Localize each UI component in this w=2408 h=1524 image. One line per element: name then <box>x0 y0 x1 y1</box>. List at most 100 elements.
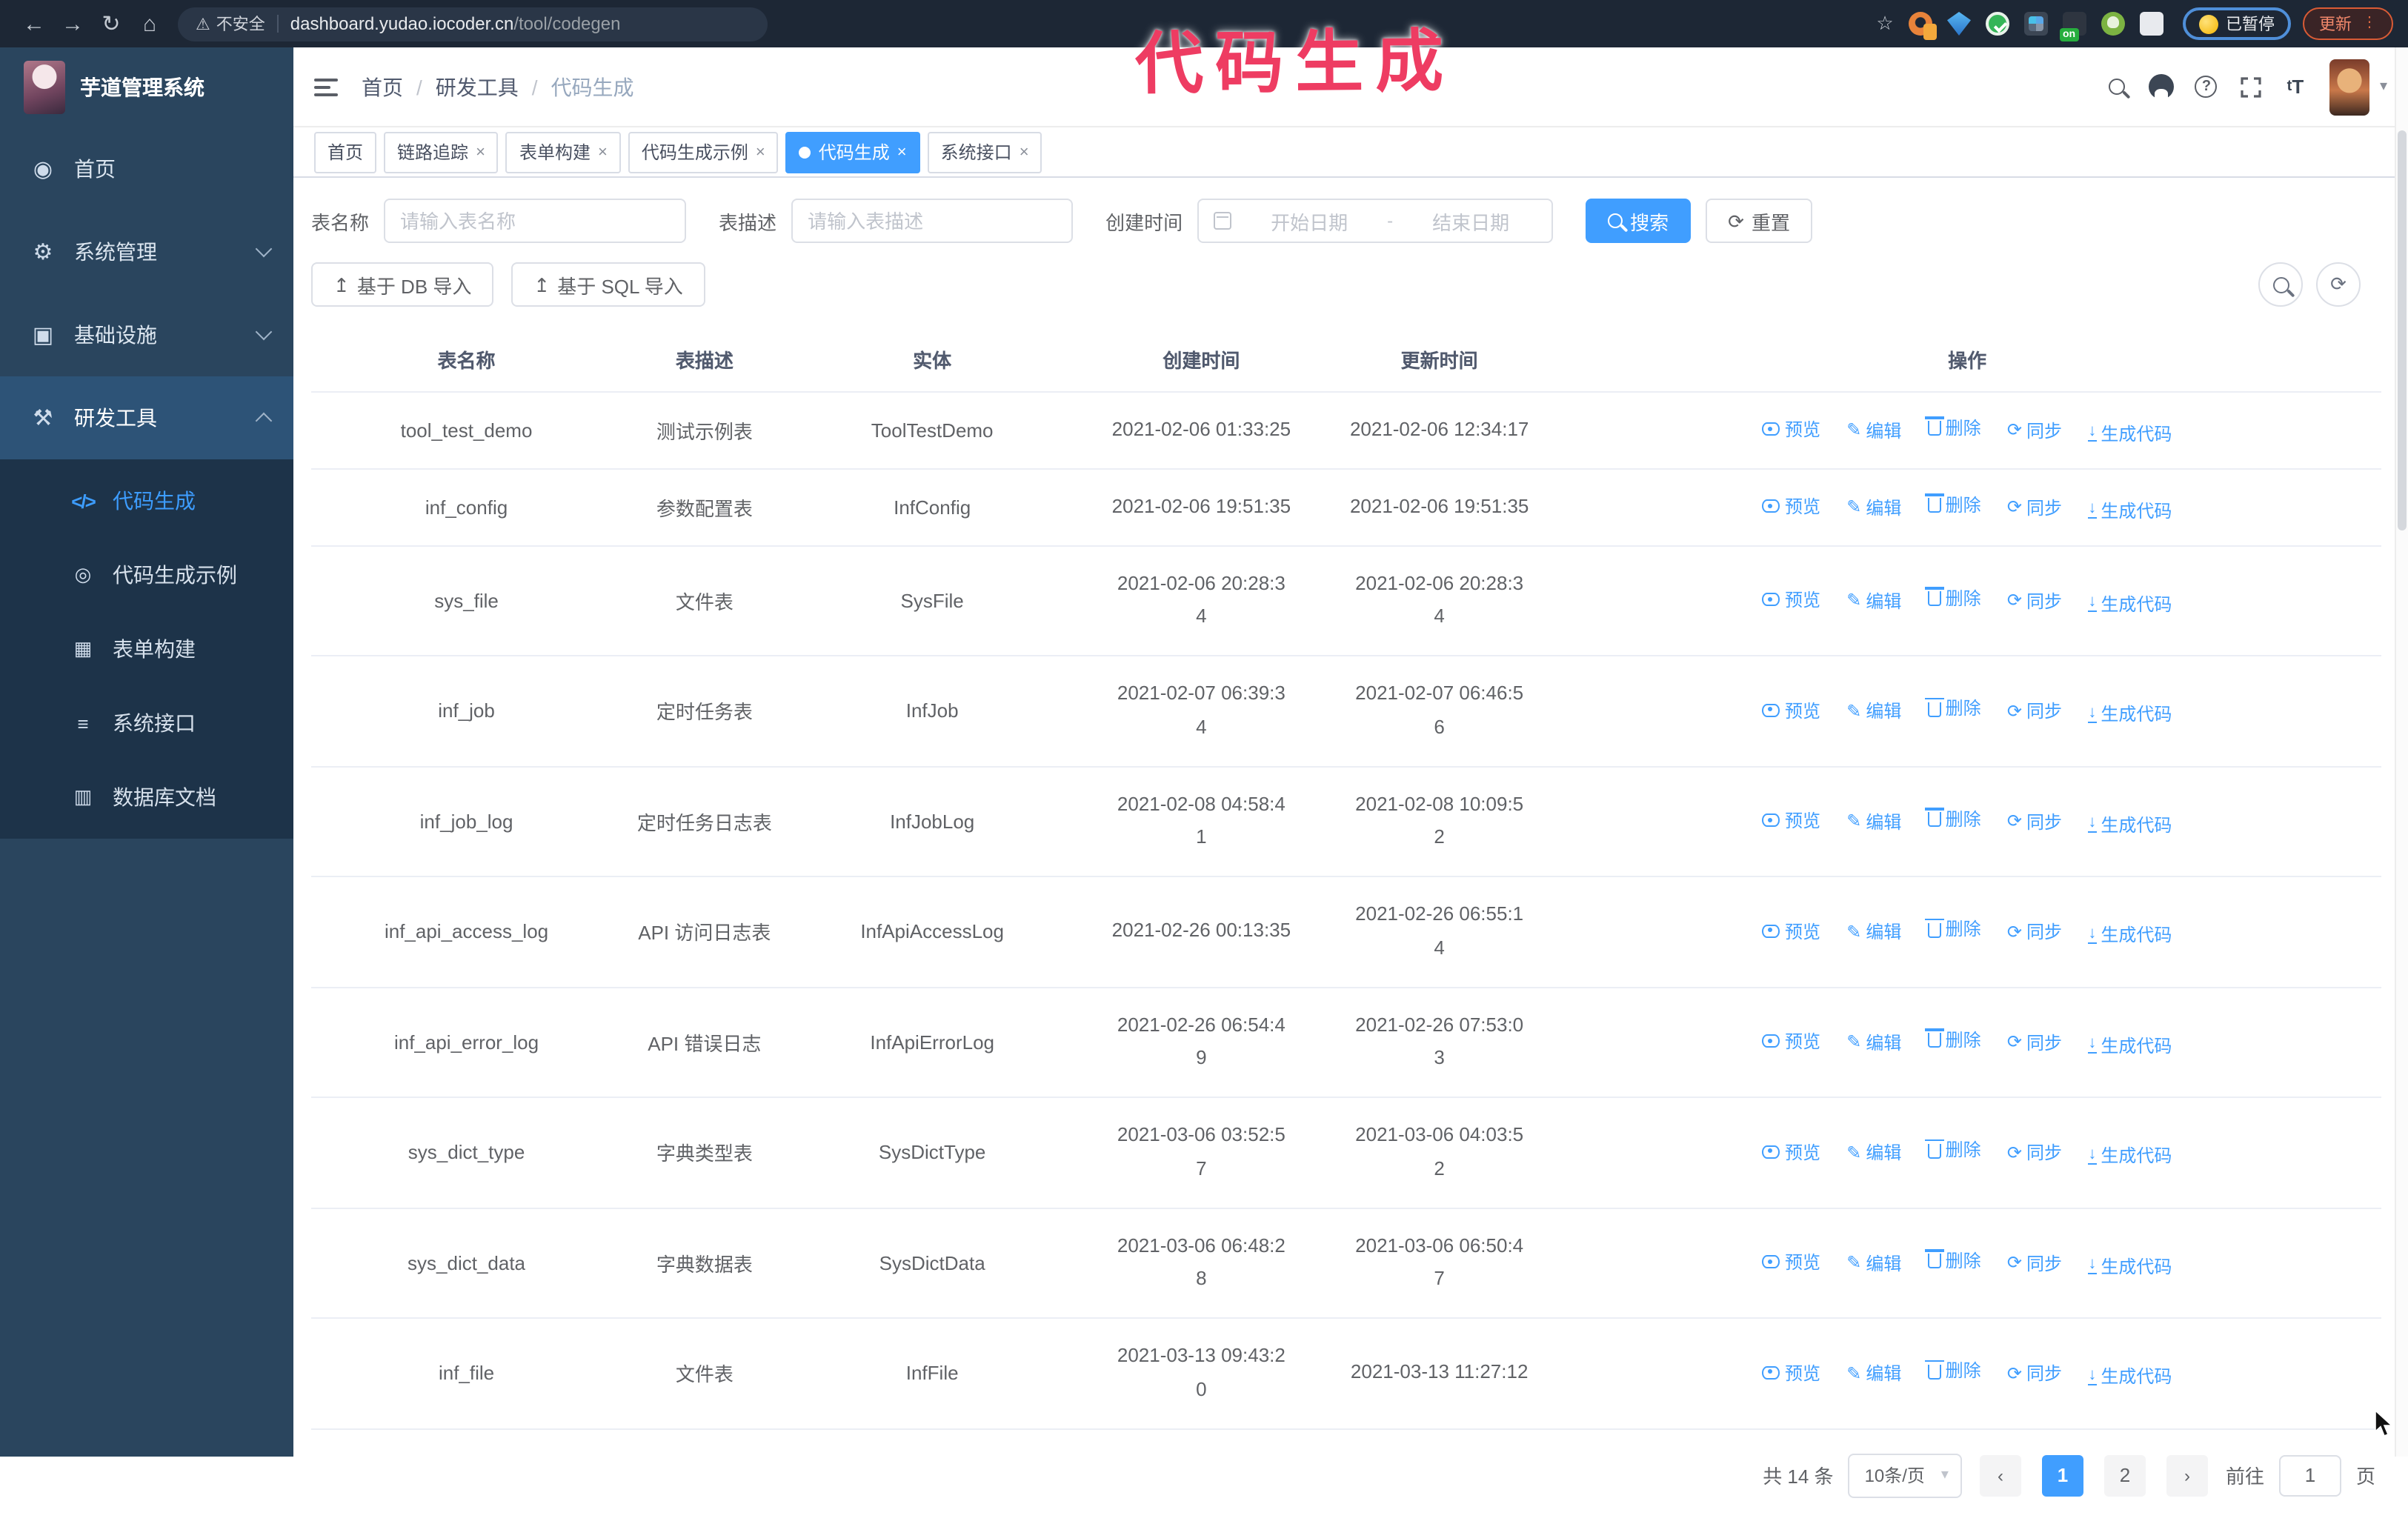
table-desc-input[interactable] <box>791 199 1074 243</box>
sidebar-item-system-management[interactable]: ⚙ 系统管理 <box>0 210 293 293</box>
tab-form-builder[interactable]: 表单构建 × <box>505 131 621 173</box>
delete-link[interactable]: 删除 <box>1924 1137 1981 1162</box>
preview-link[interactable]: 预览 <box>1762 1250 1820 1275</box>
delete-link[interactable]: 删除 <box>1924 806 1981 831</box>
bookmark-star-icon[interactable]: ☆ <box>1876 12 1894 34</box>
generate-code-link[interactable]: ↓ 生成代码 <box>2088 499 2172 522</box>
preview-link[interactable]: 预览 <box>1762 493 1820 519</box>
breadcrumb-dev-tools[interactable]: 研发工具 <box>435 75 519 99</box>
sync-link[interactable]: ⟳ 同步 <box>2006 419 2063 442</box>
address-bar[interactable]: ⚠ 不安全 dashboard.yudao.iocoder.cn /tool/c… <box>178 7 768 41</box>
browser-forward-icon[interactable]: → <box>61 11 84 36</box>
goto-page-input[interactable] <box>2278 1454 2341 1496</box>
delete-link[interactable]: 删除 <box>1924 916 1981 942</box>
sync-link[interactable]: ⟳ 同步 <box>2006 811 2063 833</box>
preview-link[interactable]: 预览 <box>1762 919 1820 944</box>
preview-link[interactable]: 预览 <box>1762 808 1820 833</box>
delete-link[interactable]: 删除 <box>1924 696 1981 721</box>
not-secure-warning[interactable]: ⚠ 不安全 <box>196 12 265 36</box>
refresh-table-button[interactable]: ⟳ <box>2316 262 2361 307</box>
sync-link[interactable]: ⟳ 同步 <box>2006 1142 2063 1164</box>
extension-icon[interactable] <box>1986 12 2009 36</box>
puzzle-extension-icon[interactable] <box>2140 12 2163 36</box>
generate-code-link[interactable]: ↓ 生成代码 <box>2088 1145 2172 1167</box>
delete-link[interactable]: 删除 <box>1924 1358 1981 1383</box>
generate-code-link[interactable]: ↓ 生成代码 <box>2088 422 2172 445</box>
extension-icon[interactable]: on <box>2060 12 2086 41</box>
import-db-button[interactable]: ↥ 基于 DB 导入 <box>311 262 494 307</box>
toggle-search-button[interactable] <box>2258 262 2303 307</box>
sidebar-item-codegen-example[interactable]: ◎ 代码生成示例 <box>0 538 293 612</box>
browser-home-icon[interactable]: ⌂ <box>142 11 157 36</box>
extension-icon[interactable] <box>1909 12 1937 40</box>
close-icon[interactable]: × <box>476 143 485 161</box>
page-button-1[interactable]: 1 <box>2041 1454 2083 1496</box>
sync-link[interactable]: ⟳ 同步 <box>2006 1252 2063 1274</box>
delete-link[interactable]: 删除 <box>1924 585 1981 610</box>
tab-home[interactable]: 首页 <box>314 131 377 173</box>
generate-code-link[interactable]: ↓ 生成代码 <box>2088 703 2172 725</box>
generate-code-link[interactable]: ↓ 生成代码 <box>2088 593 2172 615</box>
tab-codegen-example[interactable]: 代码生成示例 × <box>628 131 779 173</box>
sidebar-item-system-api[interactable]: ≡ 系统接口 <box>0 686 293 760</box>
close-icon[interactable]: × <box>597 143 608 161</box>
sync-link[interactable]: ⟳ 同步 <box>2006 1362 2063 1385</box>
sync-link[interactable]: ⟳ 同步 <box>2006 921 2063 943</box>
import-sql-button[interactable]: ↥ 基于 SQL 导入 <box>511 262 705 307</box>
app-logo[interactable]: 芋道管理系统 <box>0 47 293 127</box>
edit-link[interactable]: ✎ 编辑 <box>1846 811 1902 833</box>
edit-link[interactable]: ✎ 编辑 <box>1846 590 1902 612</box>
preview-link[interactable]: 预览 <box>1762 1360 1820 1385</box>
generate-code-link[interactable]: ↓ 生成代码 <box>2088 1255 2172 1277</box>
generate-code-link[interactable]: ↓ 生成代码 <box>2088 924 2172 946</box>
page-size-select[interactable]: 10条/页 ▾ <box>1848 1453 1962 1497</box>
close-icon[interactable]: × <box>755 143 765 161</box>
preview-link[interactable]: 预览 <box>1762 588 1820 613</box>
hamburger-icon[interactable] <box>314 78 338 96</box>
preview-link[interactable]: 预览 <box>1762 698 1820 723</box>
browser-reload-icon[interactable]: ↻ <box>102 12 121 37</box>
table-name-input[interactable] <box>384 199 687 243</box>
tab-system-api[interactable]: 系统接口 × <box>927 131 1042 173</box>
page-button-2[interactable]: 2 <box>2103 1454 2146 1496</box>
edit-link[interactable]: ✎ 编辑 <box>1846 1252 1902 1274</box>
edit-link[interactable]: ✎ 编辑 <box>1846 1362 1902 1385</box>
delete-link[interactable]: 删除 <box>1924 415 1981 440</box>
sidebar-item-infrastructure[interactable]: ▣ 基础设施 <box>0 293 293 376</box>
delete-link[interactable]: 删除 <box>1924 1248 1981 1273</box>
close-icon[interactable]: × <box>897 143 907 161</box>
browser-update-button[interactable]: 更新 ⋮ <box>2303 7 2393 40</box>
next-page-button[interactable]: › <box>2166 1454 2208 1496</box>
preview-link[interactable]: 预览 <box>1762 1029 1820 1054</box>
sidebar-item-codegen[interactable]: </> 代码生成 <box>0 464 293 538</box>
browser-back-icon[interactable]: ← <box>23 11 45 36</box>
preview-link[interactable]: 预览 <box>1762 417 1820 442</box>
search-button[interactable]: 搜索 <box>1586 199 1692 243</box>
sync-link[interactable]: ⟳ 同步 <box>2006 700 2063 722</box>
user-avatar[interactable] <box>2329 59 2369 115</box>
generate-code-link[interactable]: ↓ 生成代码 <box>2088 813 2172 836</box>
tab-tracing[interactable]: 链路追踪 × <box>384 131 499 173</box>
fullscreen-icon[interactable] <box>2229 64 2273 109</box>
browser-menu-icon[interactable]: ⋮ <box>2362 15 2377 31</box>
date-range-picker[interactable]: 开始日期 - 结束日期 <box>1197 199 1554 243</box>
scrollbar-thumb[interactable] <box>2398 130 2407 530</box>
tab-codegen[interactable]: 代码生成 × <box>785 131 920 173</box>
generate-code-link[interactable]: ↓ 生成代码 <box>2088 1365 2172 1388</box>
help-icon[interactable]: ? <box>2184 64 2229 109</box>
preview-link[interactable]: 预览 <box>1762 1139 1820 1165</box>
edit-link[interactable]: ✎ 编辑 <box>1846 1031 1902 1054</box>
edit-link[interactable]: ✎ 编辑 <box>1846 1142 1902 1164</box>
sidebar-item-dev-tools[interactable]: ⚒ 研发工具 <box>0 376 293 459</box>
generate-code-link[interactable]: ↓ 生成代码 <box>2088 1034 2172 1057</box>
delete-link[interactable]: 删除 <box>1924 491 1981 516</box>
extension-icon[interactable] <box>2101 12 2125 36</box>
github-icon[interactable] <box>2140 64 2184 109</box>
caret-down-icon[interactable]: ▾ <box>2379 79 2387 95</box>
prev-page-button[interactable]: ‹ <box>1979 1454 2021 1496</box>
sidebar-item-home[interactable]: ◉ 首页 <box>0 127 293 210</box>
edit-link[interactable]: ✎ 编辑 <box>1846 419 1902 442</box>
sync-link[interactable]: ⟳ 同步 <box>2006 496 2063 519</box>
sync-link[interactable]: ⟳ 同步 <box>2006 1031 2063 1054</box>
